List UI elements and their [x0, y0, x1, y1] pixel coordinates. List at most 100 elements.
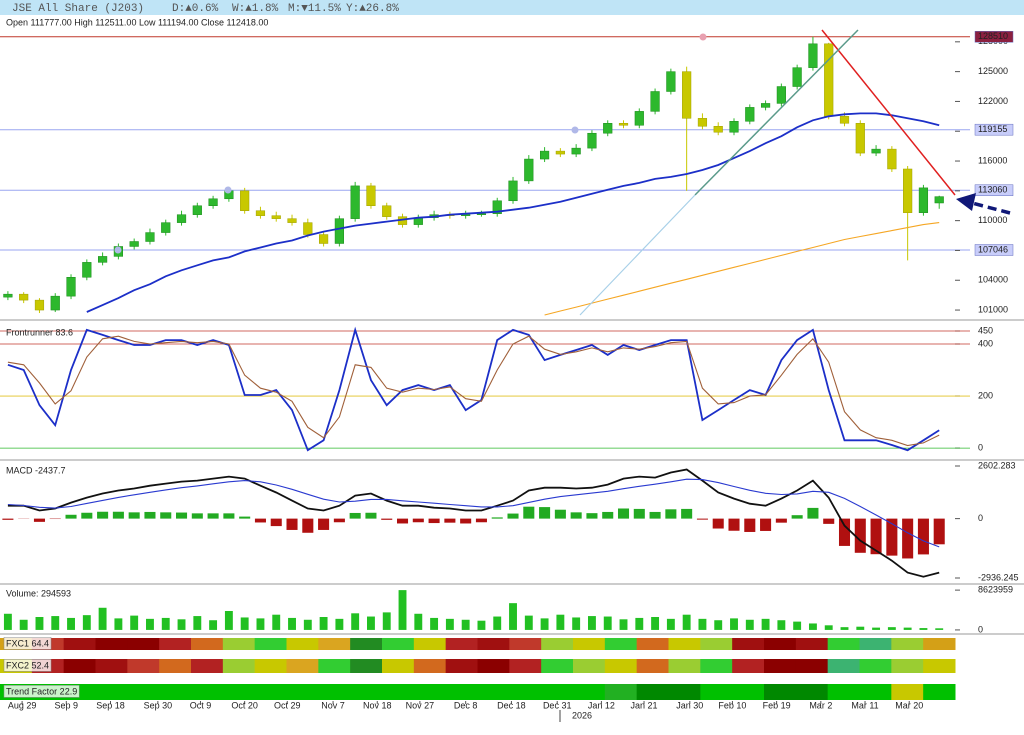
heat-cell: [923, 659, 956, 673]
histogram-bar: [176, 512, 188, 519]
histogram-bar: [586, 513, 598, 519]
candle-body: [34, 299, 45, 311]
y-tick-label: 110000: [978, 215, 1007, 225]
histogram-bar: [539, 507, 551, 519]
level-label: 128510: [978, 31, 1008, 41]
strip-label-bg: [3, 659, 52, 672]
heat-cell: [827, 638, 860, 650]
strip-label: Trend Factor 22.9: [6, 686, 77, 696]
heat-cell: [764, 684, 797, 700]
heat-cell: [159, 659, 192, 673]
level-label: 119155: [978, 124, 1007, 134]
heat-cell: [382, 684, 415, 700]
volume-bar: [146, 618, 154, 630]
x-tick-label: Jan 12: [588, 700, 615, 710]
heat-cell: [318, 684, 351, 700]
heat-cell: [127, 684, 160, 700]
candle-body: [492, 200, 502, 214]
heat-cell: [286, 638, 319, 650]
heat-cell: [254, 684, 287, 700]
panel-title: Open 111777.00 High 112511.00 Low 111194…: [6, 17, 268, 27]
histogram-bar: [239, 516, 251, 519]
histogram-bar: [112, 511, 124, 519]
y-tick-label: 450: [978, 325, 993, 335]
candle-body: [824, 43, 834, 117]
strip-label-bg: [3, 637, 52, 650]
volume-bar: [335, 618, 344, 630]
heat-cell: [318, 638, 351, 650]
strip-label: FXC1 64.4: [6, 638, 49, 648]
volume-bar: [161, 617, 170, 630]
candle-body: [98, 256, 108, 263]
heat-cell: [764, 638, 797, 650]
histogram-bar: [886, 518, 898, 556]
histogram-bar: [254, 518, 266, 523]
histogram-bar: [81, 512, 93, 519]
volume-bar: [587, 616, 596, 630]
candle-body: [539, 150, 550, 160]
x-tick-label: Dec 8: [454, 700, 478, 710]
histogram-bar: [617, 508, 630, 519]
volume-bar: [619, 619, 628, 630]
y-tick-label: 200: [978, 390, 993, 400]
heat-cell: [127, 638, 160, 650]
histogram-bar: [475, 518, 487, 523]
histogram-bar: [223, 513, 235, 519]
heat-cell: [477, 659, 510, 673]
heat-cell: [222, 638, 256, 650]
volume-bar: [603, 616, 612, 630]
x-tick-label: Feb 19: [763, 700, 791, 710]
histogram-bar: [523, 506, 535, 519]
x-tick-label: Mar 11: [851, 700, 878, 710]
heat-cell: [413, 684, 447, 700]
histogram-bar: [602, 511, 614, 519]
candle-body: [208, 198, 218, 206]
histogram-bar: [933, 518, 945, 545]
candle-body: [319, 234, 329, 244]
volume-bar: [777, 620, 786, 630]
heat-cell: [286, 684, 319, 700]
candle-body: [555, 150, 565, 155]
histogram-bar: [917, 518, 929, 555]
heat-cell: [509, 659, 542, 673]
heat-cell: [636, 638, 669, 650]
heat-cell: [382, 659, 415, 673]
x-tick-label: Nov 27: [406, 700, 435, 710]
change-year: Y:▲26.8%: [346, 3, 399, 15]
histogram-bar: [128, 512, 140, 519]
candle-body: [934, 196, 944, 204]
heat-cell: [350, 684, 383, 700]
histogram-bar: [649, 511, 661, 519]
heat-cell: [286, 659, 319, 673]
histogram-bar: [902, 518, 914, 559]
histogram-bar: [696, 518, 708, 520]
x-tick-label: Aug 29: [8, 700, 37, 710]
histogram-bar: [460, 518, 472, 524]
heat-cell: [445, 638, 478, 650]
heat-cell: [63, 638, 96, 650]
histogram-bar: [728, 518, 740, 531]
heat-cell: [923, 684, 956, 700]
volume-bar: [556, 614, 565, 630]
heat-cell: [477, 684, 510, 700]
heat-cell: [604, 638, 638, 650]
y-tick-label: 116000: [978, 155, 1007, 165]
y-tick-label: 2602.283: [978, 460, 1016, 470]
volume-bar: [761, 618, 770, 630]
volume-bar: [414, 613, 423, 630]
series-line: [7, 468, 940, 578]
candle-body: [603, 123, 613, 134]
histogram-bar: [665, 509, 677, 519]
heat-cell: [700, 684, 733, 700]
heat-cell: [350, 659, 383, 673]
histogram-bar: [807, 507, 819, 519]
candle-body: [808, 43, 818, 68]
heat-cell: [541, 659, 574, 673]
heat-cell: [509, 638, 542, 650]
x-tick-label: Oct 29: [274, 700, 301, 710]
candle-body: [176, 214, 187, 223]
volume-bar: [651, 617, 660, 630]
histogram-bar: [491, 517, 503, 519]
histogram-bar: [870, 518, 882, 555]
